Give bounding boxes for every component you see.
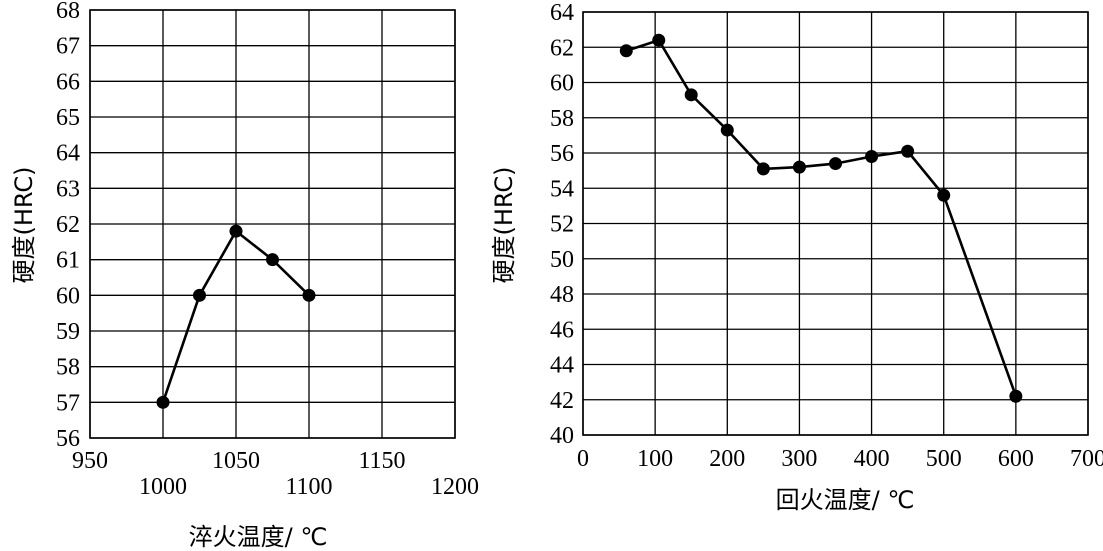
x-tick-label: 300 [781,446,817,472]
data-point [865,150,879,164]
y-tick-label: 61 [56,248,80,274]
y-tick-label: 54 [550,176,574,202]
chart-panel-1: 56 57 58 59 60 61 62 63 64 65 66 67 68 950 1000 1050 110… [10,0,479,551]
x-tick-label: 1100 [285,474,332,500]
x-tick-label: 1200 [431,474,479,500]
y-tick-label: 63 [56,176,80,202]
data-point [756,162,770,176]
plot-frame [582,11,1089,436]
y-tick-label: 50 [550,247,574,273]
y-axis-title: 硬度(HRC) [10,166,38,283]
data-point [937,188,951,202]
y-tick-label: 62 [550,35,574,61]
y-axis-title: 硬度(HRC) [490,166,518,283]
x-tick-label: 200 [709,446,745,472]
y-tick-label: 44 [550,353,574,379]
x-tick-label: 950 [72,448,108,474]
x-tick-label: 500 [926,446,962,472]
y-tick-label: 56 [56,426,80,452]
y-tick-label: 64 [550,0,574,26]
y-tick-label: 48 [550,282,574,308]
y-tick-label: 58 [56,355,80,381]
y-tick-label: 62 [56,212,80,238]
y-tick-label: 57 [56,390,80,416]
chart-panel-2: 40 42 44 46 48 50 52 54 56 58 60 62 64 0 100 200 300 400 5… [490,0,1103,514]
x-axis-title: 淬火温度/ ℃ [189,523,328,551]
y-tick-label: 64 [56,141,80,167]
data-point [829,157,842,171]
x-axis-title: 回火温度/ ℃ [776,486,915,514]
y-tick-label: 40 [550,423,574,449]
data-point [156,395,170,409]
y-tick-label: 60 [56,283,80,309]
data-point [652,33,666,47]
data-point [792,160,806,174]
plot-frame [89,9,456,439]
y-tick-label: 60 [550,71,574,97]
y-tick-label: 68 [56,0,80,24]
y-tick-label: 52 [550,212,574,238]
y-tick-label: 56 [550,141,574,167]
data-point [720,123,734,137]
data-point [619,44,633,58]
y-tick-label: 42 [550,388,574,414]
data-point [901,144,915,158]
data-point [684,88,698,102]
y-tick-label: 67 [56,34,80,60]
data-point [229,224,243,238]
data-point [193,288,206,302]
y-tick-label: 59 [56,319,80,345]
y-tick-label: 58 [550,106,574,132]
x-tick-label: 700 [1070,446,1103,472]
x-tick-label: 1050 [212,448,260,474]
x-tick-label: 1150 [358,448,405,474]
data-point [1009,389,1023,403]
data-point [266,253,279,267]
y-tick-label: 66 [56,69,80,95]
data-point [302,288,316,302]
x-tick-label: 100 [637,446,673,472]
x-tick-label: 1000 [139,474,187,500]
x-tick-label: 600 [998,446,1034,472]
x-tick-label: 400 [854,446,890,472]
x-tick-label: 0 [577,446,589,472]
series-line [625,38,1018,397]
y-tick-label: 65 [56,105,80,131]
y-tick-label: 46 [550,317,574,343]
